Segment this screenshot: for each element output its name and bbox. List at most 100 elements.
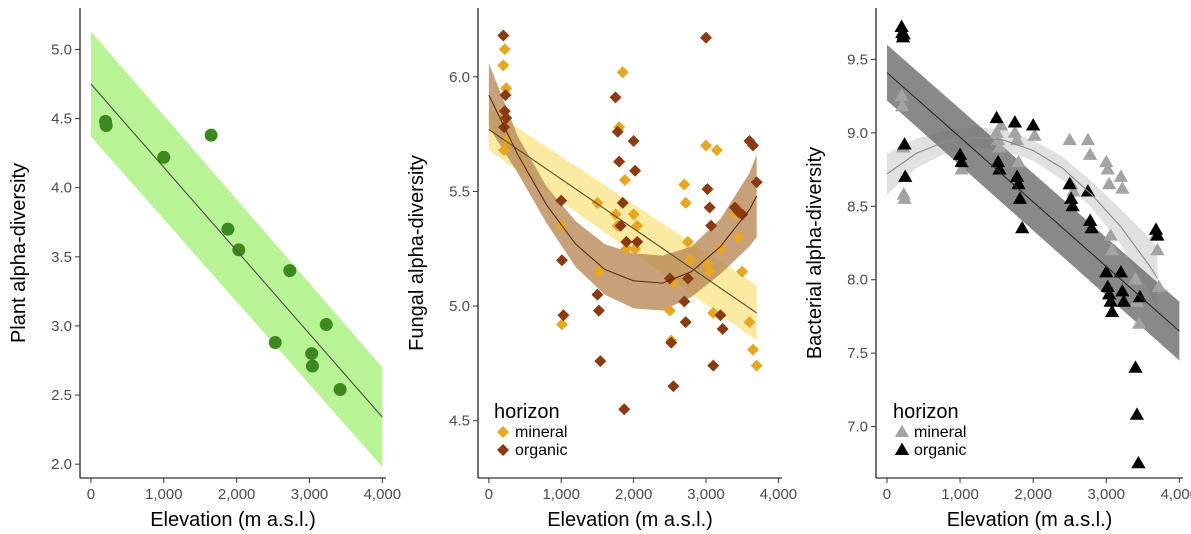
data-point — [894, 19, 909, 33]
data-point — [1128, 360, 1143, 373]
data-point — [555, 318, 568, 331]
data-point — [732, 231, 745, 244]
data-point — [990, 154, 1006, 168]
y-tick-label: 9.0 — [847, 125, 868, 142]
data-point — [500, 112, 513, 125]
data-point — [678, 295, 691, 308]
data-point — [557, 309, 570, 322]
panel-3: 0 1,000 2,000 3,000 4,000 7.0 7.5 8.0 8.5 9.0 9.5 E… — [804, 8, 1191, 531]
data-point — [592, 304, 605, 317]
data-point — [1012, 191, 1028, 204]
legend-label-mineral: mineral — [515, 424, 567, 441]
data-point — [319, 318, 333, 332]
x-tick-label: 1,000 — [542, 486, 580, 503]
data-point — [609, 91, 622, 104]
x-tick-label: 3,000 — [291, 486, 329, 503]
data-point — [591, 288, 604, 301]
data-point — [204, 128, 218, 142]
data-point — [1015, 220, 1030, 234]
data-point — [679, 316, 692, 329]
data-point — [594, 355, 607, 368]
data-point — [1148, 222, 1164, 235]
data-point — [681, 235, 694, 248]
data-point — [333, 383, 347, 397]
data-point — [894, 88, 909, 102]
data-point — [620, 242, 633, 255]
legend-label-organic: organic — [914, 442, 966, 459]
data-point — [618, 173, 631, 186]
data-point — [1116, 294, 1131, 307]
data-point — [611, 125, 624, 138]
series-mineral — [894, 88, 1167, 329]
data-point — [555, 194, 568, 207]
data-point — [1011, 154, 1026, 168]
data-point — [497, 59, 510, 72]
data-point — [716, 322, 729, 335]
panel-2: 0 1,000 2,000 3,000 4,000 4.5 5.0 5.5 6.0 Elevati… — [406, 8, 797, 531]
data-point — [992, 140, 1007, 153]
data-point — [1150, 242, 1165, 256]
y-tick-label: 3.5 — [51, 249, 72, 266]
data-point — [609, 208, 622, 221]
legend-title: horizon — [494, 401, 560, 423]
data-point — [627, 208, 640, 221]
y-tick-label: 7.0 — [847, 419, 868, 436]
data-point — [1129, 407, 1145, 420]
y-tick-label: 7.5 — [847, 345, 868, 362]
y-axis-title: Bacterial alpha-diversity — [804, 147, 826, 359]
data-point — [897, 191, 912, 204]
data-point — [498, 43, 511, 56]
data-point — [952, 147, 968, 160]
data-point — [614, 219, 627, 232]
data-point — [1007, 115, 1023, 128]
data-point — [736, 265, 749, 278]
data-point — [99, 119, 113, 132]
data-point — [750, 359, 763, 372]
data-point — [499, 89, 512, 102]
data-point — [1007, 125, 1023, 138]
data-point — [679, 196, 692, 209]
data-point — [1102, 176, 1117, 190]
data-point — [221, 222, 235, 236]
data-point — [1099, 154, 1114, 168]
y-tick-label: 8.0 — [847, 272, 868, 289]
y-tick-label: 8.5 — [847, 198, 868, 215]
data-point — [1083, 147, 1098, 160]
data-point — [1026, 118, 1041, 131]
x-axis-title: Elevation (m a.s.l.) — [150, 509, 316, 531]
data-point — [681, 272, 694, 285]
data-point — [897, 137, 912, 150]
data-point — [954, 162, 969, 175]
data-point — [703, 265, 716, 278]
data-point — [678, 178, 691, 191]
legend-marker-organic — [497, 444, 509, 456]
data-point — [1102, 286, 1117, 300]
data-point — [701, 183, 714, 196]
y-tick-label: 2.0 — [51, 456, 72, 473]
data-point — [1080, 132, 1096, 146]
data-point — [992, 162, 1007, 175]
x-tick-label: 1,000 — [145, 486, 183, 503]
data-point — [750, 176, 763, 189]
data-point — [990, 132, 1006, 146]
data-point — [1128, 272, 1143, 285]
data-point — [592, 265, 605, 278]
data-point — [703, 201, 716, 214]
fit-line-series-1 — [90, 83, 383, 418]
data-point — [620, 235, 633, 248]
data-point — [714, 242, 727, 255]
data-point — [498, 144, 511, 157]
y-tick-label: 5.0 — [449, 298, 470, 315]
y-tick-label: 5.5 — [449, 183, 470, 200]
x-tick-label: 4,000 — [760, 486, 798, 503]
data-point — [989, 125, 1004, 138]
data-point — [631, 235, 644, 248]
x-tick-label: 2,000 — [1014, 486, 1052, 503]
fit-line-organic — [488, 94, 758, 284]
confidence-band-organic — [488, 63, 757, 311]
panel-1: 0 1,000 2,000 3,000 4,000 2.0 2.5 3.0 3.5 4.0 4.5 5… — [8, 8, 401, 531]
data-point — [747, 343, 760, 356]
data-point — [1064, 191, 1079, 204]
y-tick-label: 4.5 — [449, 413, 470, 430]
